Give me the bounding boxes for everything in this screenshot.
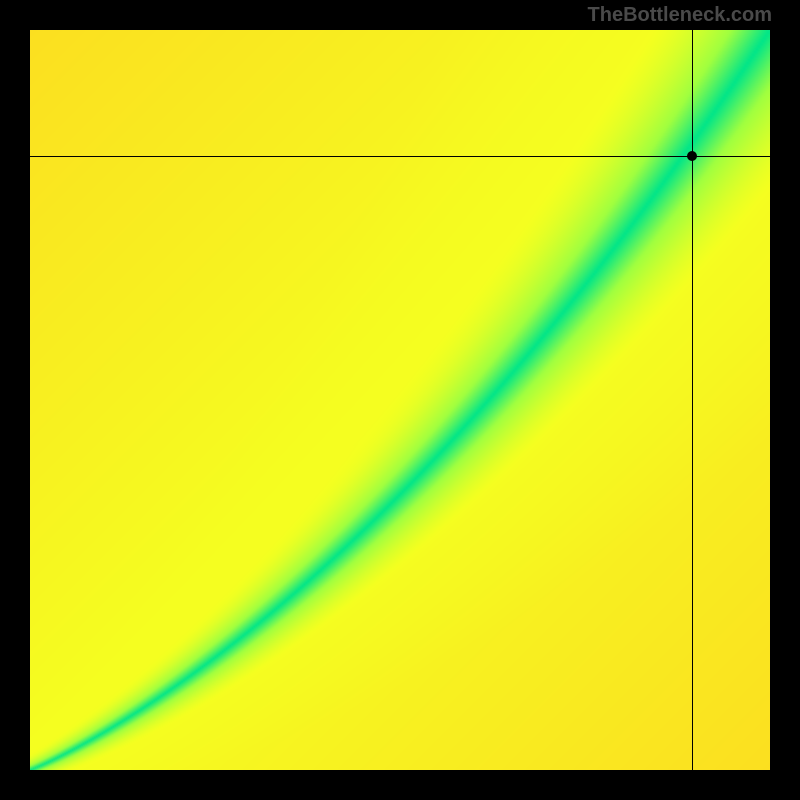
heatmap-plot [30, 30, 770, 770]
watermark-text: TheBottleneck.com [588, 4, 772, 27]
heatmap-canvas [30, 30, 770, 770]
crosshair-horizontal [30, 156, 770, 157]
crosshair-marker [687, 151, 697, 161]
crosshair-vertical [692, 30, 693, 770]
